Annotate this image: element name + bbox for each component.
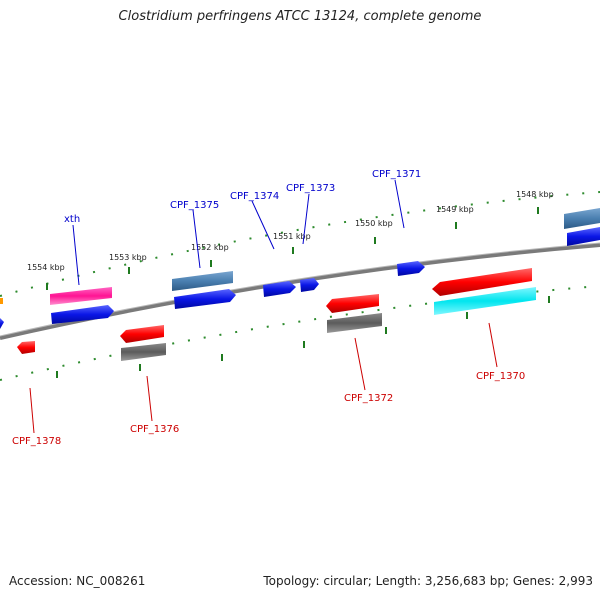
gene-cpf-1370-cyan xyxy=(434,287,536,315)
gene-label-cpf-1370: CPF_1370 xyxy=(476,371,525,382)
gene-cpf-1374 xyxy=(263,281,296,297)
major-ticks-outer xyxy=(46,207,539,290)
gene-cpf-1376-gray xyxy=(121,343,166,361)
gene-label-xth: xth xyxy=(64,214,80,225)
gene-label-cpf-1375: CPF_1375 xyxy=(170,200,219,211)
gene-cpf-1376-red xyxy=(120,325,164,343)
gene-small-orange-edge xyxy=(0,298,3,304)
scale-label: 1553 kbp xyxy=(109,253,147,262)
gene-forward-steel-edge xyxy=(564,208,600,229)
gene-cpf-1375-blue xyxy=(174,289,236,309)
gene-cpf-1372-red xyxy=(326,294,379,313)
gene-label-cpf-1371: CPF_1371 xyxy=(372,169,421,180)
gene-cpf-1370-red xyxy=(432,268,532,296)
scale-label: 1551 kbp xyxy=(273,232,311,241)
gene-label-cpf-1374: CPF_1374 xyxy=(230,191,279,202)
scale-label: 1548 kbp xyxy=(516,190,554,199)
gene-xth xyxy=(50,287,112,305)
forward-label-leaders xyxy=(72,179,405,286)
scale-label: 1552 kbp xyxy=(191,243,229,252)
scale-label: 1549 kbp xyxy=(436,205,474,214)
gene-label-cpf-1373: CPF_1373 xyxy=(286,183,335,194)
gene-label-cpf-1376: CPF_1376 xyxy=(130,424,179,435)
genome-summary-text: Topology: circular; Length: 3,256,683 bp… xyxy=(263,574,593,588)
map-title: Clostridium perfringens ATCC 13124, comp… xyxy=(118,9,482,24)
major-ticks-inner xyxy=(56,296,550,378)
gene-label-cpf-1372: CPF_1372 xyxy=(344,393,393,404)
reverse-label-leaders xyxy=(29,322,498,434)
gene-cpf-1372-gray xyxy=(327,313,382,333)
scale-label: 1554 kbp xyxy=(27,263,65,272)
gene-cpf-1378 xyxy=(17,341,35,354)
gene-forward-blue xyxy=(51,305,114,324)
scale-label: 1550 kbp xyxy=(355,219,393,228)
gene-cpf-1375 xyxy=(172,271,233,291)
gene-cpf-1371 xyxy=(397,261,425,276)
accession-text: Accession: NC_008261 xyxy=(9,574,146,588)
gene-forward-left-edge xyxy=(0,318,4,329)
gene-label-cpf-1378: CPF_1378 xyxy=(12,436,61,447)
gene-forward-blue-edge xyxy=(567,227,600,246)
gene-cpf-1373 xyxy=(300,278,319,292)
reverse-tick-track xyxy=(0,285,600,381)
